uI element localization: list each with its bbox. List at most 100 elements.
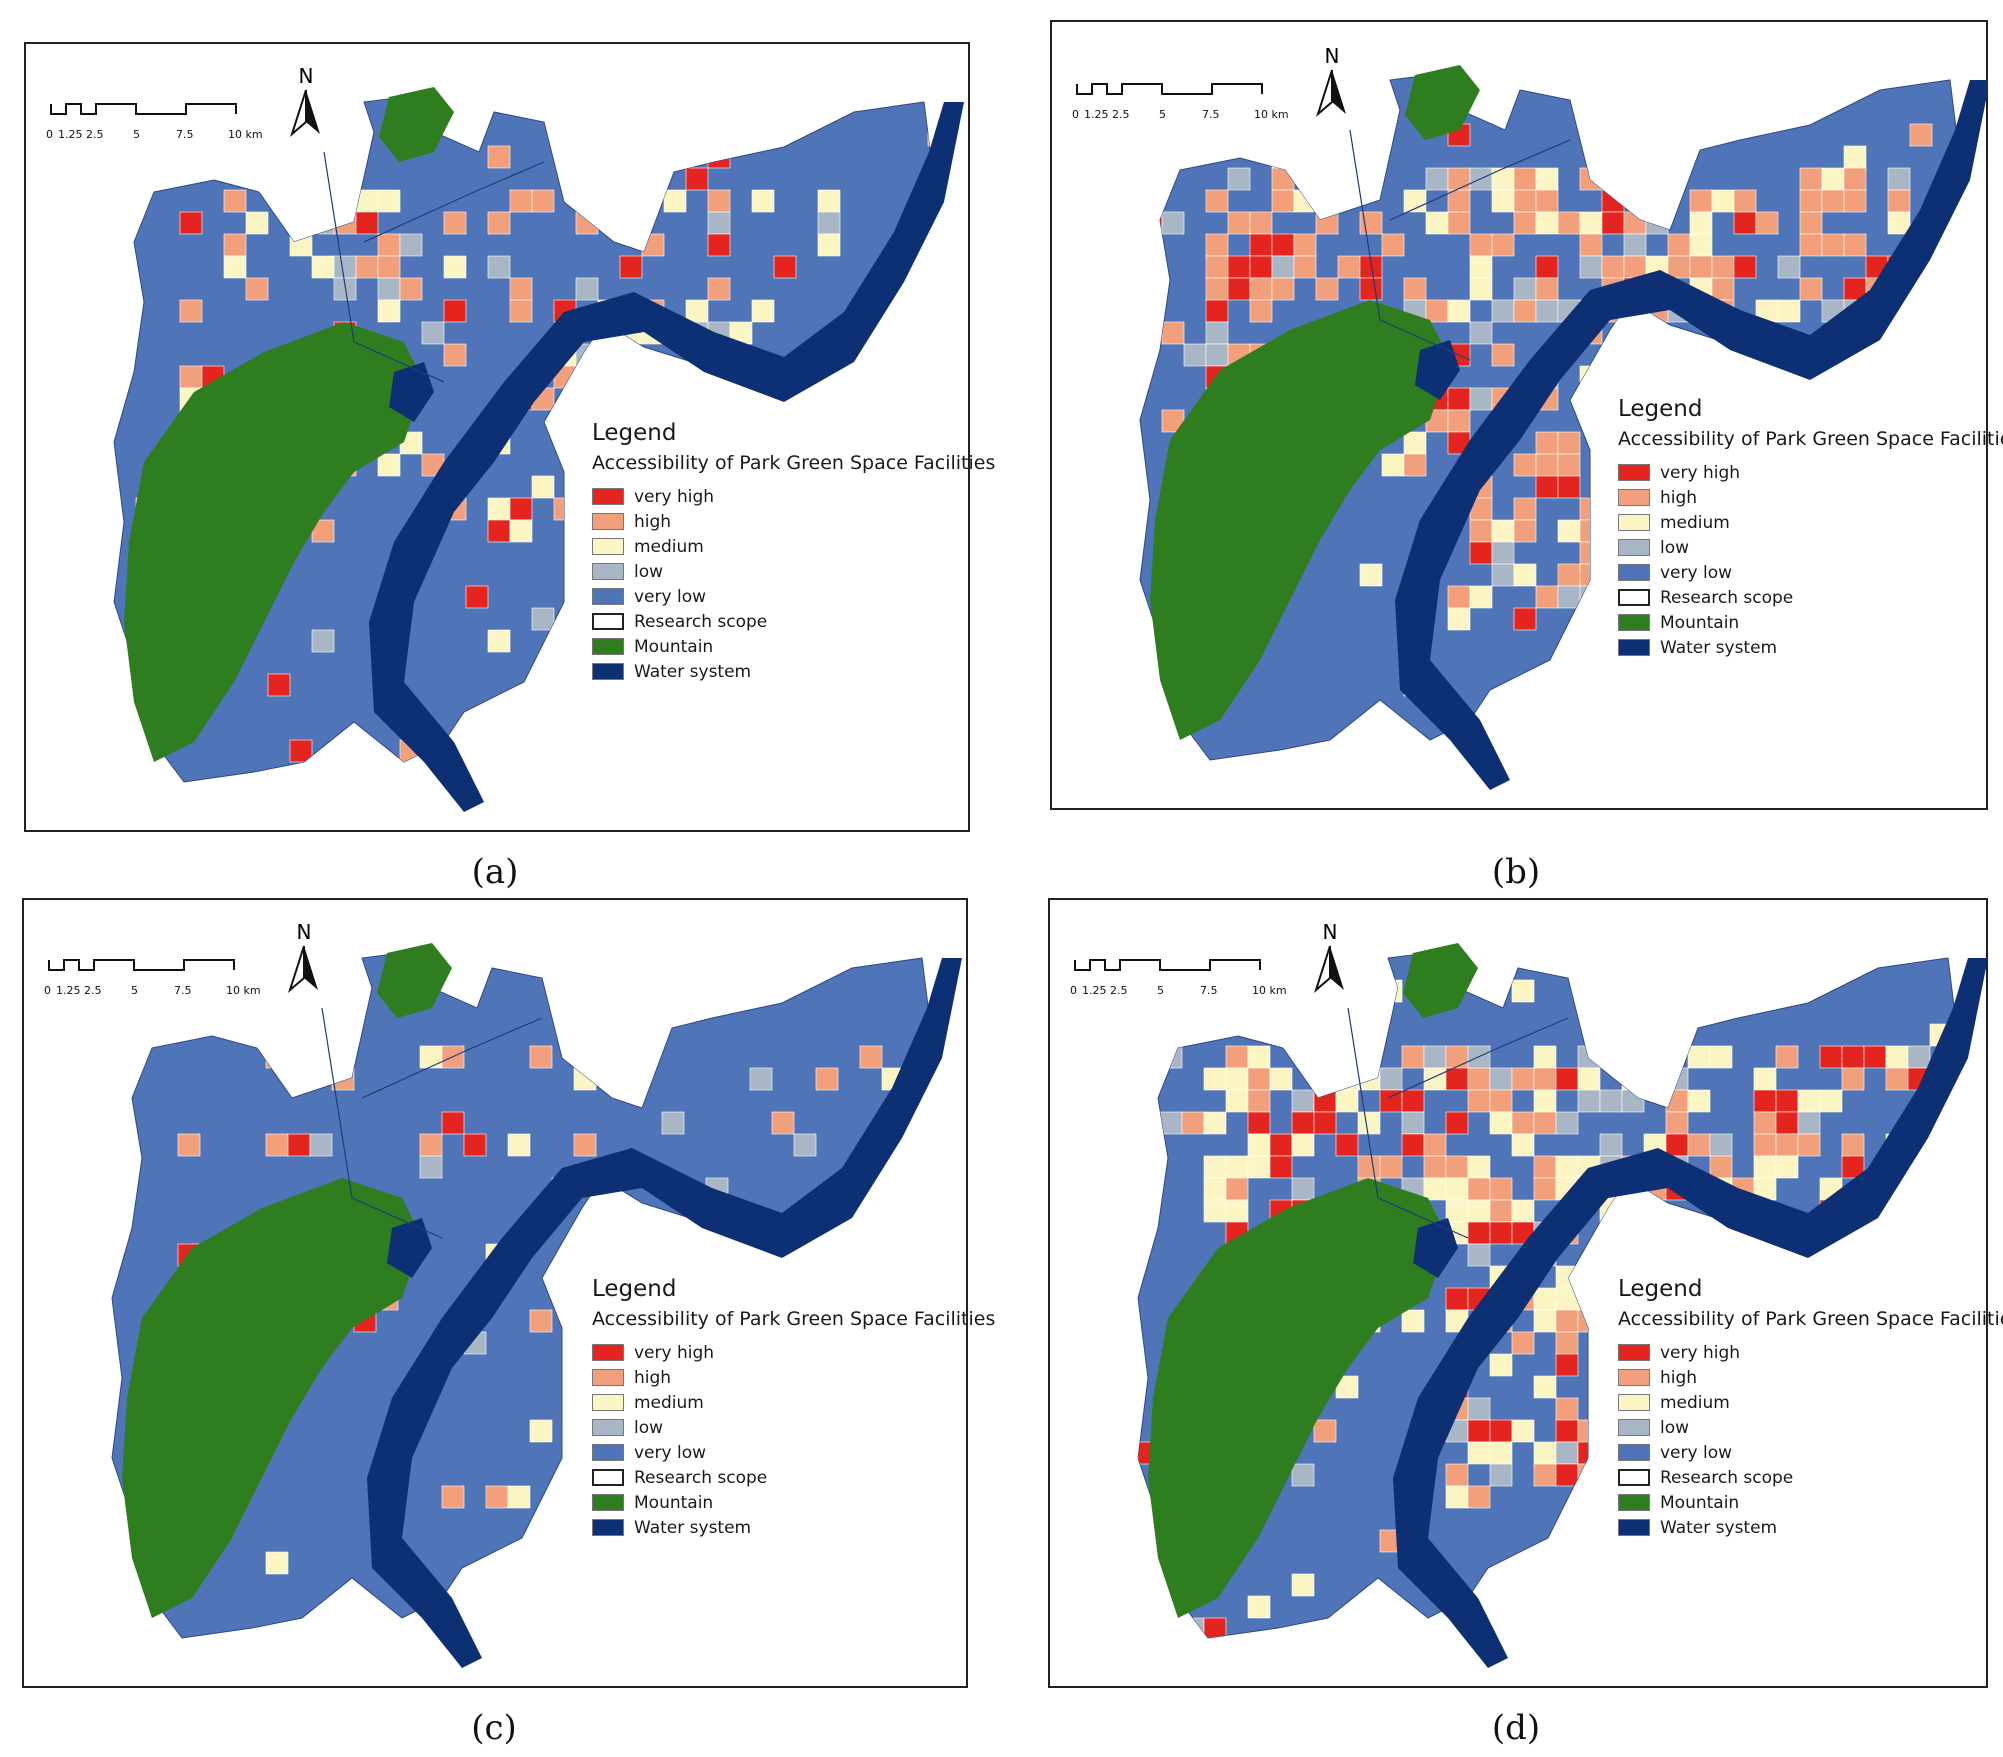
grid-cell	[289, 739, 313, 763]
scale-label: 0	[1070, 984, 1077, 997]
grid-cell	[1445, 1045, 1469, 1069]
grid-cell	[1469, 321, 1493, 345]
grid-cell	[1511, 1419, 1535, 1443]
north-arrow-icon	[289, 89, 320, 138]
grid-cell	[1469, 541, 1493, 565]
grid-cell	[487, 629, 511, 653]
legend-item: Water system	[592, 659, 995, 684]
grid-cell	[1425, 299, 1449, 323]
north-arrow-icon	[1315, 69, 1346, 118]
river	[1395, 80, 1988, 790]
grid-cell	[1533, 1463, 1557, 1487]
grid-cell	[331, 1067, 355, 1091]
legend-swatch	[592, 1444, 624, 1461]
grid-cell	[1643, 957, 1667, 981]
grid-cell	[1555, 1463, 1579, 1487]
legend-item: Mountain	[1618, 1490, 2003, 1515]
mountain-area	[1150, 300, 1450, 740]
grid-cell	[1291, 1089, 1315, 1113]
grid-cell	[1863, 1221, 1887, 1245]
legend-title: Legend	[1618, 1276, 1703, 1302]
legend-item: high	[1618, 1365, 2003, 1390]
map-canvas	[113, 87, 964, 812]
grid-cell	[311, 211, 335, 235]
grid-cell	[487, 519, 511, 543]
grid-cell	[1931, 277, 1955, 301]
map-canvas	[111, 943, 962, 1668]
map-canvas	[1139, 65, 1988, 790]
legend-label: Research scope	[1660, 587, 1794, 608]
grid-cell	[531, 607, 555, 631]
grid-cell	[245, 211, 269, 235]
grid-cell	[661, 1111, 685, 1135]
grid-cell	[1799, 277, 1823, 301]
grid-cell	[1535, 431, 1559, 455]
legend-swatch	[592, 663, 624, 680]
map-panel-a: 0 1.25 2.5 5 7.5 10 km N Legend Accessib…	[24, 42, 995, 832]
grid-cell	[1535, 211, 1559, 235]
mountain-area	[379, 87, 454, 162]
grid-cell	[1799, 695, 1823, 719]
legend-label: very high	[634, 486, 715, 507]
grid-cell	[881, 1177, 905, 1201]
grid-cell	[1665, 1221, 1689, 1245]
grid-cell	[1513, 519, 1537, 543]
grid-cell	[1799, 211, 1823, 235]
grid-cell	[1447, 607, 1471, 631]
grid-cell	[1511, 1133, 1535, 1157]
scale-label: 5	[1157, 984, 1164, 997]
legend-item: Water system	[1618, 635, 2003, 660]
legend-item: Water system	[1618, 1515, 2003, 1540]
grid-cell	[1247, 1133, 1271, 1157]
north-arrow: N	[1310, 920, 1350, 998]
grid-cell	[1271, 167, 1295, 191]
legend-item: low	[592, 559, 995, 584]
scale-label: 5	[131, 984, 138, 997]
grid-cell	[1555, 1353, 1579, 1377]
grid-cell	[1797, 957, 1821, 981]
legend-label: medium	[634, 536, 704, 557]
grid-cell	[1577, 1309, 1601, 1333]
grid-cell	[1291, 1111, 1315, 1135]
grid-cell	[1225, 1177, 1249, 1201]
grid-cell	[793, 1133, 817, 1157]
legend-swatch	[592, 1394, 624, 1411]
grid-cell	[1733, 255, 1757, 279]
grid-cell	[1689, 233, 1713, 257]
legend-label: very high	[1660, 462, 1741, 483]
grid-cell	[1181, 1111, 1205, 1135]
grid-cell	[1689, 739, 1713, 760]
legend-swatch	[592, 488, 624, 505]
grid-cell	[1533, 1155, 1557, 1179]
grid-cell	[1379, 1155, 1403, 1179]
grid-cell	[1533, 1111, 1557, 1135]
grid-cell	[509, 189, 533, 213]
grid-cell	[443, 343, 467, 367]
grid-cell	[1775, 1111, 1799, 1135]
legend-label: high	[634, 511, 672, 532]
grid-cell	[507, 1485, 531, 1509]
grid-cell	[1687, 1045, 1711, 1069]
grid-cell	[707, 145, 731, 169]
river	[369, 102, 964, 812]
grid-cell	[1799, 233, 1823, 257]
legend-label: Mountain	[1660, 612, 1740, 633]
grid-cell	[771, 1111, 795, 1135]
grid-cell	[1445, 1067, 1469, 1091]
grid-cell	[1579, 585, 1603, 609]
grid-cell	[1513, 739, 1537, 760]
scale-bar-graphic	[1076, 83, 1263, 95]
scale-label: 5	[133, 128, 140, 141]
grid-cell	[1709, 1133, 1733, 1157]
grid-cell	[487, 497, 511, 521]
grid-cell	[1579, 211, 1603, 235]
legend-item: Mountain	[592, 634, 995, 659]
grid-cell	[1579, 541, 1603, 565]
scale-label: 0	[46, 128, 53, 141]
scale-label: 0	[1072, 108, 1079, 121]
grid-cell	[1357, 1045, 1381, 1069]
grid-cell	[245, 277, 269, 301]
grid-cell	[1535, 277, 1559, 301]
grid-cell	[419, 1045, 443, 1069]
grid-cell	[1797, 1111, 1821, 1135]
